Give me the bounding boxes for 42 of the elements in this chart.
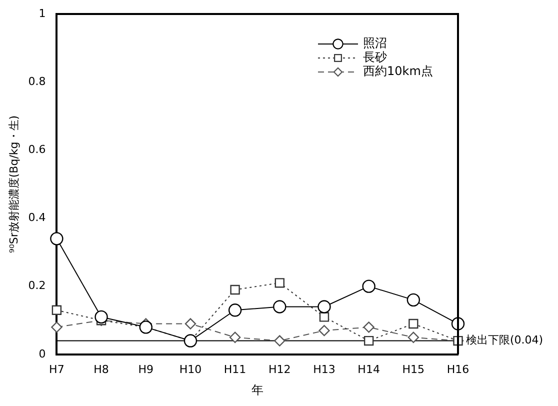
point [184, 318, 196, 330]
point [408, 318, 418, 329]
y-tick-label: 1 [38, 6, 46, 20]
point [94, 310, 108, 324]
point [406, 293, 420, 307]
x-tick-label: H11 [224, 362, 246, 376]
legend-label: 西約10km点 [363, 64, 433, 78]
x-tick-label: H14 [358, 362, 380, 376]
point [318, 324, 330, 336]
point [364, 336, 374, 346]
point [408, 332, 420, 343]
point [274, 278, 284, 288]
point [318, 300, 331, 314]
x-tick-label: H16 [446, 362, 470, 376]
legend-label: 照沼 [363, 36, 387, 50]
y-axis-title: ⁹⁰Sr放射能濃度(Bq/kg・生) [7, 115, 20, 253]
x-tick-label: H7 [49, 362, 64, 376]
x-tick-label: H12 [268, 362, 291, 376]
point [319, 312, 330, 322]
x-tick-label: H9 [138, 362, 154, 376]
ref-line-label: 検出下限(0.04) [466, 334, 544, 347]
point [50, 232, 64, 246]
point [228, 304, 242, 317]
x-tick-label: H8 [94, 362, 109, 376]
point [51, 322, 62, 333]
legend-label: 長砂 [363, 50, 387, 64]
x-tick-label: H13 [313, 362, 336, 376]
point [229, 332, 241, 343]
point [273, 300, 286, 314]
point [362, 280, 376, 293]
y-tick-label: 0.6 [28, 143, 46, 156]
x-tick-label: H10 [179, 362, 202, 376]
y-tick-label: 0.8 [28, 74, 46, 88]
x-tick-label: H15 [402, 362, 425, 376]
x-axis-title: 年 [251, 382, 264, 397]
point [230, 284, 240, 295]
y-tick-label: 0.4 [28, 211, 46, 224]
y-tick-label: 0 [38, 347, 46, 360]
point [52, 305, 62, 315]
y-tick-label: 0.2 [28, 279, 46, 292]
point [363, 322, 374, 333]
point [274, 335, 286, 346]
